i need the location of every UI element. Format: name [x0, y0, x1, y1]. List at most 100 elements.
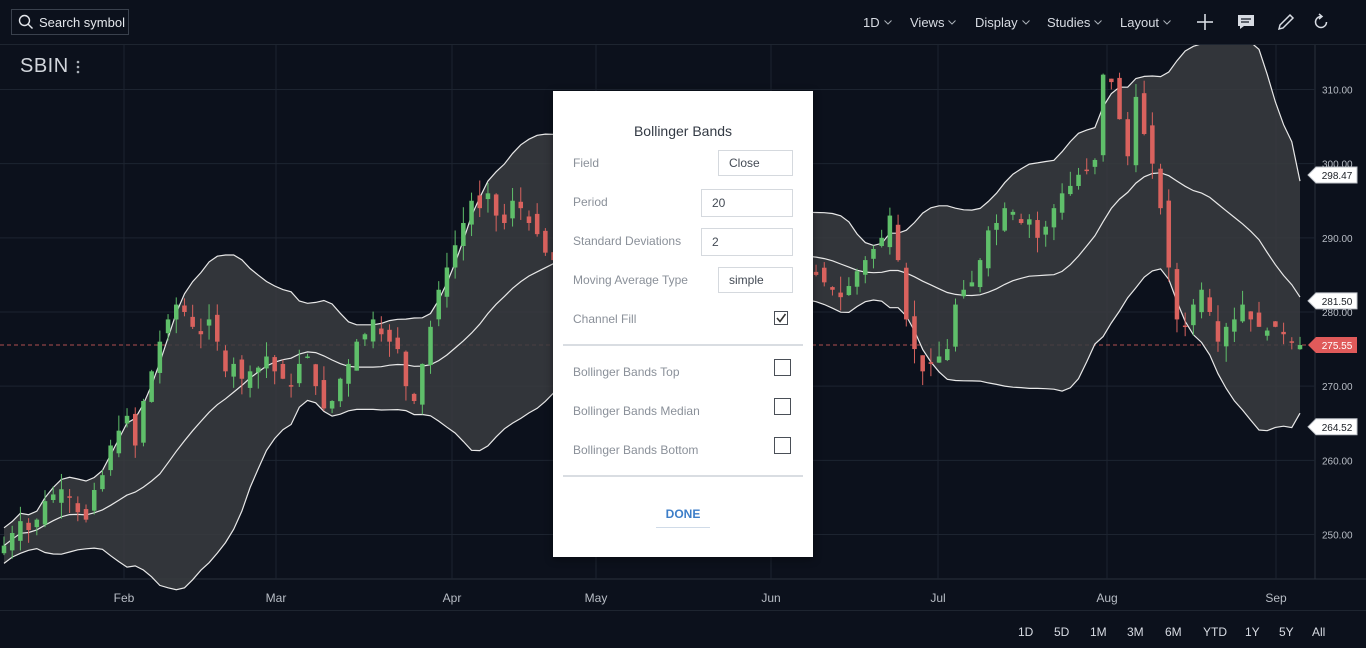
candle-body	[67, 496, 72, 498]
range-6m[interactable]: 6M	[1165, 625, 1182, 639]
candle-up	[444, 252, 450, 308]
field-label: Field	[573, 156, 600, 170]
y-tick-label: 310.00	[1322, 86, 1353, 97]
candle-body	[912, 316, 917, 350]
ma-type-select[interactable]: simple	[718, 267, 793, 293]
candle-body	[1, 545, 7, 554]
candle-down	[1125, 111, 1131, 166]
candle-body	[485, 193, 491, 200]
bb-top-label: Bollinger Bands Top	[573, 365, 680, 379]
candle-body	[1043, 226, 1048, 235]
field-select[interactable]: Close	[718, 150, 793, 176]
range-5y[interactable]: 5Y	[1279, 625, 1294, 639]
candle-body	[493, 194, 499, 216]
candle-up	[961, 280, 966, 299]
candle-body	[846, 286, 852, 296]
candle-body	[1158, 168, 1163, 209]
candle-down	[198, 318, 204, 349]
candle-body	[132, 413, 138, 446]
candle-body	[1010, 211, 1016, 215]
candle-body	[1232, 319, 1237, 332]
pencil-icon[interactable]	[1276, 12, 1296, 32]
candle-body	[1256, 312, 1262, 327]
bb-top-checkbox[interactable]	[774, 359, 791, 376]
studies-menu[interactable]: Studies	[1047, 15, 1103, 30]
range-1y[interactable]: 1Y	[1245, 625, 1260, 639]
candle-body	[838, 292, 843, 298]
done-button[interactable]: DONE	[656, 501, 710, 528]
candle-up	[461, 207, 466, 261]
candle-up	[1051, 204, 1057, 241]
bb-median-checkbox[interactable]	[774, 398, 791, 415]
more-vertical-icon[interactable]	[73, 58, 83, 76]
period-input[interactable]: 20	[701, 189, 793, 217]
candle-down	[411, 392, 417, 405]
candle-down	[75, 496, 81, 522]
candle-down	[1109, 78, 1114, 90]
search-icon	[18, 14, 33, 29]
candle-body	[1248, 311, 1254, 320]
range-1m[interactable]: 1M	[1090, 625, 1107, 639]
candle-body	[34, 519, 40, 528]
candle-up	[206, 304, 212, 340]
price-flag-label: 281.50	[1322, 297, 1353, 308]
candle-down	[1158, 163, 1163, 215]
candle-body	[543, 230, 548, 253]
price-flag-bg	[1307, 292, 1358, 310]
candle-body	[305, 356, 310, 358]
plus-icon[interactable]	[1195, 12, 1215, 32]
comment-icon[interactable]	[1236, 12, 1256, 32]
candle-body	[1273, 321, 1278, 327]
candle-up	[977, 258, 983, 293]
display-menu[interactable]: Display	[975, 15, 1030, 30]
candle-body	[928, 362, 934, 364]
candle-body	[1191, 304, 1196, 326]
candle-body	[83, 509, 89, 520]
channel-fill-checkbox[interactable]	[774, 311, 788, 325]
candle-up	[1264, 327, 1270, 341]
candle-body	[920, 355, 925, 372]
layout-menu[interactable]: Layout	[1120, 15, 1171, 30]
std-dev-input[interactable]: 2	[701, 228, 793, 256]
candle-up	[1223, 322, 1229, 362]
candle-body	[830, 287, 835, 290]
price-flag: 264.52	[1307, 418, 1358, 436]
candle-down	[534, 203, 540, 237]
candle-down	[1207, 288, 1213, 316]
interval-menu[interactable]: 1D	[863, 15, 892, 30]
views-menu[interactable]: Views	[910, 15, 957, 30]
candle-body	[411, 393, 417, 401]
range-all[interactable]: All	[1312, 625, 1326, 639]
candle-down	[1018, 213, 1024, 225]
range-5d[interactable]: 5D	[1054, 625, 1070, 639]
candle-down	[1248, 311, 1254, 332]
candle-body	[1027, 219, 1032, 225]
candle-body	[313, 364, 318, 387]
candle-down	[272, 355, 277, 385]
range-3m[interactable]: 3M	[1127, 625, 1144, 639]
refresh-icon[interactable]	[1311, 12, 1331, 32]
candle-up	[936, 341, 942, 363]
candle-body	[961, 289, 966, 297]
candle-body	[461, 223, 466, 247]
candle-down	[288, 373, 294, 398]
range-ytd[interactable]: YTD	[1203, 625, 1227, 639]
search-symbol-box[interactable]: Search symbol	[11, 9, 129, 35]
candle-body	[1182, 325, 1188, 328]
candle-down	[838, 276, 843, 311]
candle-body	[272, 357, 277, 372]
candle-down	[928, 348, 934, 377]
candle-up	[1199, 282, 1204, 319]
candle-body	[518, 201, 524, 209]
layout-menu-label: Layout	[1120, 15, 1160, 30]
candle-up	[362, 332, 368, 346]
candle-down	[321, 366, 327, 411]
x-tick-label: Jun	[761, 591, 780, 605]
candle-up	[157, 330, 163, 384]
candle-body	[994, 223, 999, 230]
range-1d[interactable]: 1D	[1018, 625, 1034, 639]
candle-body	[42, 501, 48, 525]
candle-body	[444, 267, 450, 297]
bb-bottom-checkbox[interactable]	[774, 437, 791, 454]
candle-up	[469, 192, 474, 237]
